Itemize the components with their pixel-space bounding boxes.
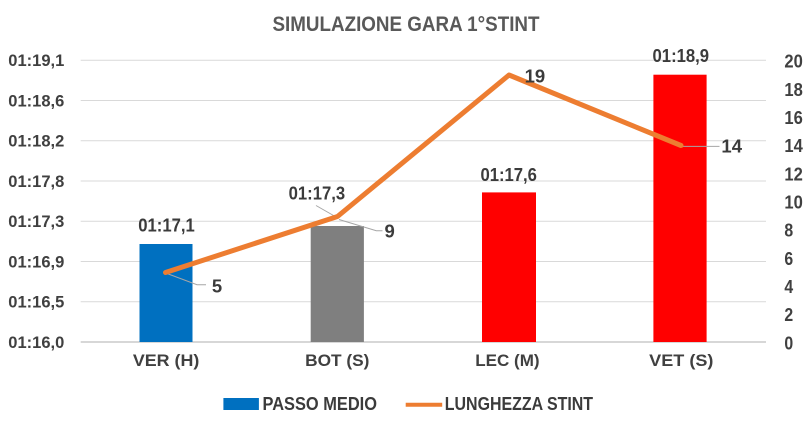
svg-text:01:16,9: 01:16,9 bbox=[8, 253, 64, 271]
svg-text:SIMULAZIONE GARA 1°STINT: SIMULAZIONE GARA 1°STINT bbox=[273, 12, 540, 36]
svg-text:10: 10 bbox=[784, 192, 802, 213]
svg-text:5: 5 bbox=[212, 275, 222, 296]
svg-text:01:19,1: 01:19,1 bbox=[8, 52, 64, 70]
svg-text:4: 4 bbox=[784, 276, 793, 297]
svg-text:14: 14 bbox=[784, 135, 803, 156]
svg-text:01:16,5: 01:16,5 bbox=[8, 294, 64, 312]
svg-text:0: 0 bbox=[784, 332, 793, 353]
svg-text:18: 18 bbox=[784, 79, 802, 100]
svg-text:LEC (M): LEC (M) bbox=[475, 351, 539, 370]
svg-text:19: 19 bbox=[525, 66, 546, 87]
svg-text:01:17,3: 01:17,3 bbox=[289, 182, 346, 203]
svg-text:PASSO MEDIO: PASSO MEDIO bbox=[263, 393, 378, 414]
svg-text:01:18,6: 01:18,6 bbox=[8, 92, 64, 110]
svg-text:01:17,8: 01:17,8 bbox=[8, 173, 64, 191]
svg-text:LUNGHEZZA STINT: LUNGHEZZA STINT bbox=[445, 393, 594, 414]
svg-text:01:16,0: 01:16,0 bbox=[8, 334, 64, 352]
svg-text:2: 2 bbox=[784, 304, 793, 325]
svg-text:9: 9 bbox=[385, 221, 395, 242]
svg-text:01:17,3: 01:17,3 bbox=[8, 213, 64, 231]
svg-text:01:17,1: 01:17,1 bbox=[138, 214, 195, 235]
svg-text:01:18,2: 01:18,2 bbox=[8, 133, 64, 151]
svg-text:14: 14 bbox=[721, 136, 742, 157]
svg-text:20: 20 bbox=[784, 51, 802, 72]
svg-text:01:17,6: 01:17,6 bbox=[480, 164, 537, 185]
svg-text:6: 6 bbox=[784, 248, 793, 269]
svg-text:BOT (S): BOT (S) bbox=[305, 351, 369, 370]
svg-text:16: 16 bbox=[784, 107, 802, 128]
svg-text:8: 8 bbox=[784, 220, 793, 241]
svg-text:VER (H): VER (H) bbox=[133, 351, 200, 370]
svg-text:12: 12 bbox=[784, 163, 802, 184]
svg-text:01:18,9: 01:18,9 bbox=[653, 45, 710, 66]
svg-text:VET (S): VET (S) bbox=[649, 351, 713, 370]
